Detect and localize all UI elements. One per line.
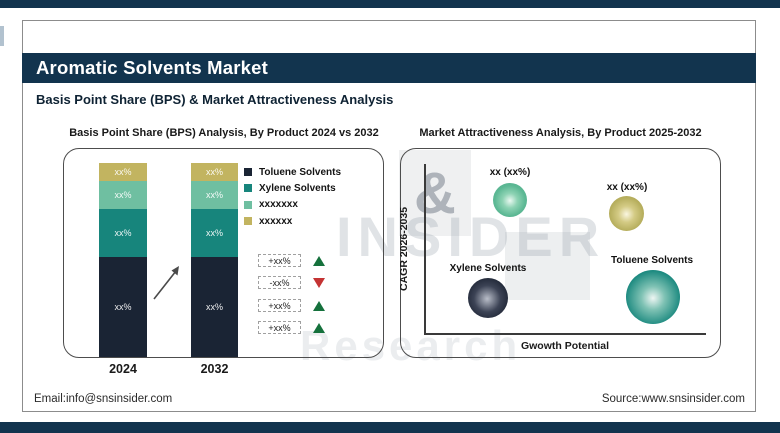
delta-row: +xx%: [258, 321, 325, 334]
footer-source: Source:www.snsinsider.com: [601, 393, 745, 405]
page-title: Aromatic Solvents Market: [36, 57, 269, 78]
legend-label: xxxxxx: [259, 215, 293, 227]
legend-item: Xylene Solvents: [244, 180, 341, 196]
bubble-toluene-solvents: [626, 270, 680, 324]
bar-segment-label: xx%: [205, 190, 223, 200]
legend-swatch: [244, 168, 252, 177]
legend-label: Xylene Solvents: [259, 182, 336, 194]
delta-value-box: +xx%: [258, 321, 301, 334]
triangle-down-icon: [313, 277, 325, 288]
bar-segment-label: xx%: [114, 302, 132, 312]
triangle-up-icon: [313, 300, 325, 311]
attractiveness-chart-title: Market Attractiveness Analysis, By Produ…: [419, 127, 702, 139]
bar-segment-label: xx%: [205, 302, 223, 312]
bar-segment: xx%: [99, 181, 147, 209]
bar-segment: xx%: [191, 163, 238, 181]
delta-row: -xx%: [258, 276, 325, 289]
legend-swatch: [244, 217, 252, 226]
legend-item: Toluene Solvents: [244, 164, 341, 180]
bubble-label: Xylene Solvents: [449, 263, 527, 274]
legend-swatch: [244, 184, 252, 193]
title-band: Aromatic Solvents Market: [22, 53, 756, 83]
attractiveness-chart-frame: [400, 148, 721, 358]
delta-row: +xx%: [258, 254, 325, 267]
bar-segment: xx%: [191, 181, 238, 209]
bar-segment: xx%: [191, 209, 238, 257]
y-axis-line: [424, 164, 426, 334]
footer-email: Email:info@snsinsider.com: [34, 393, 173, 405]
bottom-accent-bar: [0, 422, 780, 433]
x-category-2024: 2024: [109, 362, 137, 376]
bubble-segment-khaki: [609, 196, 644, 231]
page-subtitle: Basis Point Share (BPS) & Market Attract…: [36, 92, 394, 107]
delta-value-box: +xx%: [258, 299, 301, 312]
delta-value-box: -xx%: [258, 276, 301, 289]
legend-item: xxxxxx: [244, 213, 341, 229]
left-edge-accent: [0, 26, 4, 46]
bar-segment-label: xx%: [205, 228, 223, 238]
x-axis-line: [424, 333, 706, 335]
bar-segment: xx%: [99, 257, 147, 357]
bar-segment: xx%: [99, 209, 147, 257]
delta-value-box: +xx%: [258, 254, 301, 267]
bubble-segment-green: [493, 183, 527, 217]
growth-arrow-icon: [153, 266, 179, 300]
bubble-label: xx (xx%): [489, 167, 531, 178]
bubble-label: xx (xx%): [606, 182, 648, 193]
y-axis-label: CAGR 2026-2035: [398, 206, 410, 292]
triangle-up-icon: [313, 322, 325, 333]
legend-label: xxxxxxx: [259, 199, 298, 211]
bar-segment-label: xx%: [205, 167, 223, 177]
bps-chart-title: Basis Point Share (BPS) Analysis, By Pro…: [69, 127, 379, 139]
bubble-label: Toluene Solvents: [610, 255, 694, 266]
delta-row: +xx%: [258, 299, 325, 312]
bar-segment: xx%: [191, 257, 238, 357]
bps-legend: Toluene Solvents Xylene Solvents xxxxxxx…: [244, 164, 341, 229]
bar-segment-label: xx%: [114, 167, 132, 177]
bar-segment: xx%: [99, 163, 147, 181]
bubble-xylene-solvents: [468, 278, 508, 318]
triangle-up-icon: [313, 255, 325, 266]
x-axis-label: Gwowth Potential: [520, 340, 610, 352]
x-category-2032: 2032: [200, 362, 229, 376]
bar-segment-label: xx%: [114, 190, 132, 200]
top-accent-bar: [0, 0, 780, 8]
legend-label: Toluene Solvents: [259, 166, 342, 178]
legend-swatch: [244, 200, 252, 209]
legend-item: xxxxxxx: [244, 197, 341, 213]
bps-chart-frame: [63, 148, 384, 358]
stacked-bar-2032: xx% xx% xx% xx%: [191, 163, 238, 357]
stacked-bar-2024: xx% xx% xx% xx%: [99, 163, 147, 357]
bar-segment-label: xx%: [114, 228, 132, 238]
